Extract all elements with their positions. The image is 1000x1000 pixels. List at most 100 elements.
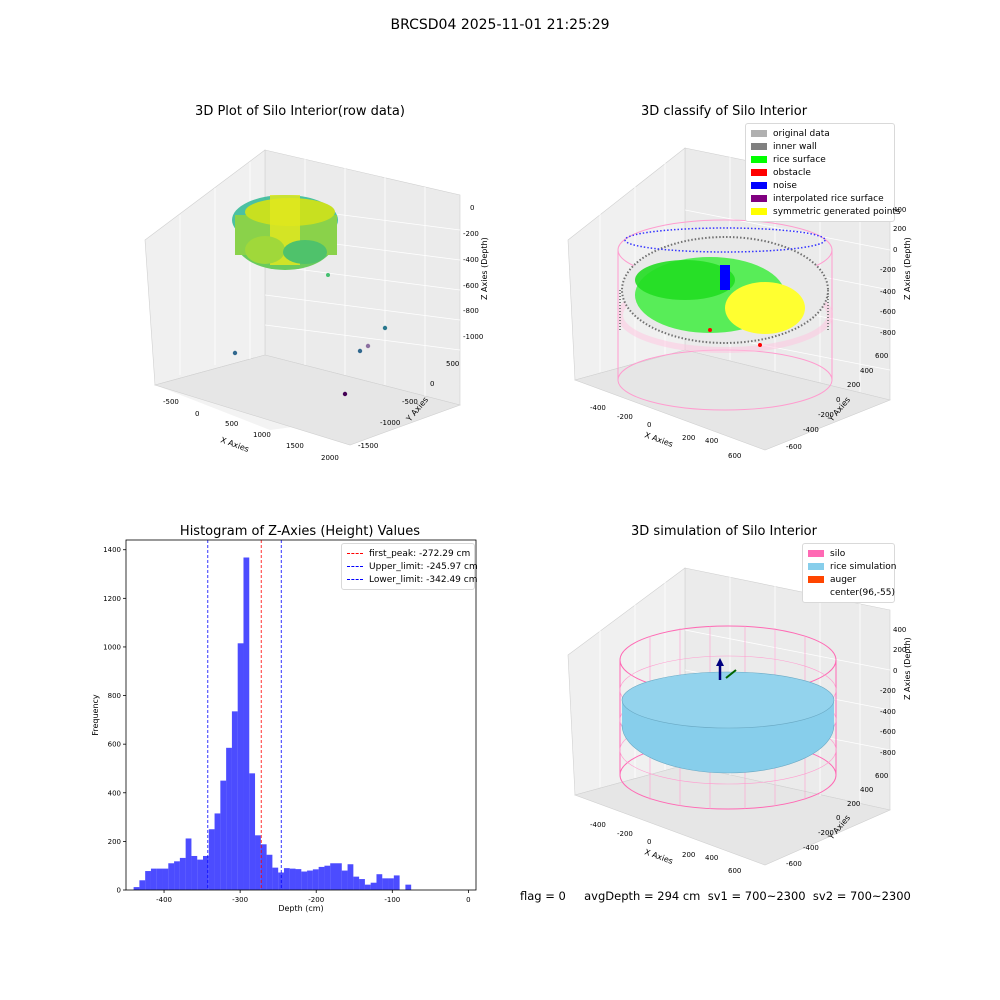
histogram-bar bbox=[289, 868, 296, 890]
legend-entry: Lower_limit: -342.49 cm bbox=[347, 573, 477, 586]
legend-label: interpolated rice surface bbox=[773, 193, 884, 204]
raw-xtick: 1000 bbox=[253, 431, 271, 439]
raw-xtick: 500 bbox=[225, 420, 238, 428]
histogram-legend: first_peak: -272.29 cm Upper_limit: -245… bbox=[341, 543, 478, 590]
classify-x-label: X Axies bbox=[643, 430, 674, 449]
histogram-y-ticks: 0 200 400 600 800 1000 1200 1400 bbox=[103, 546, 126, 895]
status-line: flag = 0 avgDepth = 294 cm sv1 = 700~230… bbox=[520, 889, 911, 903]
swatch-icon bbox=[751, 143, 767, 150]
histogram-bar bbox=[347, 864, 354, 890]
dashed-line-icon bbox=[347, 579, 363, 580]
classify-xtick: 0 bbox=[647, 421, 651, 429]
classify-ytick: 600 bbox=[875, 352, 888, 360]
histogram-bar bbox=[162, 868, 169, 890]
raw-plot-title: 3D Plot of Silo Interior(row data) bbox=[195, 104, 405, 119]
histogram-bar bbox=[231, 711, 238, 890]
histogram-bar bbox=[382, 878, 389, 890]
legend-label: auger bbox=[830, 574, 857, 585]
swatch-icon bbox=[751, 195, 767, 202]
histogram-ytick-label: 800 bbox=[108, 692, 121, 700]
legend-label: original data bbox=[773, 128, 830, 139]
histogram-bar bbox=[388, 878, 394, 890]
histogram-chart: -400 -300 -200 -100 0 0 200 400 600 800 1000 1200 1… bbox=[91, 539, 477, 913]
histogram-ytick-label: 1000 bbox=[103, 643, 121, 651]
legend-label: noise bbox=[773, 180, 797, 191]
histogram-xtick-label: 0 bbox=[466, 896, 470, 904]
histogram-bar bbox=[272, 867, 279, 890]
raw-x-label: X Axies bbox=[219, 435, 250, 454]
simulation-ztick: -400 bbox=[880, 708, 896, 716]
swatch-icon bbox=[808, 550, 824, 557]
histogram-bar bbox=[405, 884, 412, 890]
simulation-xtick: 600 bbox=[728, 867, 741, 875]
legend-label: center(96,-55) bbox=[830, 587, 895, 598]
raw-ztick: -400 bbox=[463, 256, 479, 264]
swatch-icon bbox=[751, 130, 767, 137]
simulation-x-ticks: -400 -200 0 200 400 600 bbox=[590, 821, 741, 875]
classify-z-ticks: 400 200 0 -200 -400 -600 -800 bbox=[880, 206, 906, 337]
histogram-bar bbox=[260, 844, 267, 890]
simulation-ztick: 0 bbox=[893, 667, 897, 675]
legend-label: silo bbox=[830, 548, 846, 559]
histogram-bar bbox=[255, 835, 261, 890]
simulation-ytick: -400 bbox=[803, 844, 819, 852]
legend-entry: auger bbox=[808, 573, 889, 586]
histogram-bar bbox=[226, 747, 232, 890]
classify-ytick: 0 bbox=[836, 396, 840, 404]
classify-xtick: 200 bbox=[682, 434, 695, 442]
histogram-bar bbox=[237, 643, 244, 890]
histogram-ytick-label: 1200 bbox=[103, 595, 121, 603]
legend-label: first_peak: -272.29 cm bbox=[369, 548, 471, 559]
histogram-bar bbox=[191, 855, 198, 890]
simulation-xtick: -400 bbox=[590, 821, 606, 829]
swatch-icon bbox=[751, 156, 767, 163]
histogram-ytick-label: 400 bbox=[108, 789, 121, 797]
legend-entry: obstacle bbox=[751, 166, 889, 179]
histogram-bar bbox=[243, 557, 250, 890]
histogram-bar bbox=[318, 866, 325, 890]
histogram-ytick-label: 1400 bbox=[103, 546, 121, 554]
raw-y-ticks: 500 0 -500 -1000 -1500 bbox=[358, 360, 459, 450]
legend-entry: symmetric generated points bbox=[751, 205, 901, 218]
simulation-rice-surface bbox=[621, 671, 835, 774]
histogram-bar bbox=[174, 861, 180, 890]
classify-ztick: -400 bbox=[880, 288, 896, 296]
histogram-bar bbox=[185, 838, 192, 890]
classify-ytick: -200 bbox=[818, 411, 834, 419]
simulation-x-label: X Axies bbox=[643, 847, 674, 866]
classify-plot-title: 3D classify of Silo Interior bbox=[640, 104, 808, 119]
histogram-bar bbox=[249, 773, 256, 890]
histogram-xtick-label: -300 bbox=[232, 896, 248, 904]
simulation-ztick: 200 bbox=[893, 646, 906, 654]
histogram-ytick-label: 200 bbox=[108, 838, 121, 846]
raw-xtick: 0 bbox=[195, 410, 199, 418]
histogram-bar bbox=[179, 857, 186, 890]
raw-xtick: 2000 bbox=[321, 454, 339, 462]
raw-ztick: -800 bbox=[463, 307, 479, 315]
histogram-bar bbox=[312, 869, 319, 890]
classify-xtick: -400 bbox=[590, 404, 606, 412]
classify-z-label: Z Axies (Depth) bbox=[903, 237, 912, 300]
histogram-x-label: Depth (cm) bbox=[278, 904, 323, 913]
classify-ztick: -200 bbox=[880, 266, 896, 274]
histogram-bar bbox=[133, 887, 140, 890]
simulation-3d-plot: -400 -200 0 200 400 600 X Axies 600 400 … bbox=[567, 567, 912, 875]
histogram-bar bbox=[324, 865, 331, 890]
histogram-bar bbox=[307, 870, 313, 890]
swatch-icon bbox=[808, 589, 824, 596]
histogram-bar bbox=[220, 780, 227, 890]
histogram-bar bbox=[168, 863, 175, 890]
dashed-line-icon bbox=[347, 553, 363, 554]
histogram-x-ticks: -400 -300 -200 -100 0 bbox=[156, 890, 471, 904]
simulation-ytick: 400 bbox=[860, 786, 873, 794]
raw-z-ticks: 0 -200 -400 -600 -800 -1000 bbox=[463, 204, 483, 341]
histogram-frame bbox=[125, 539, 477, 891]
histogram-bar bbox=[376, 874, 383, 890]
swatch-icon bbox=[808, 563, 824, 570]
legend-entry: center(96,-55) bbox=[808, 586, 895, 599]
classify-legend: original data inner wall rice surface ob… bbox=[745, 123, 901, 222]
classify-xtick: -200 bbox=[617, 413, 633, 421]
histogram-bar bbox=[364, 884, 371, 890]
classify-xtick: 600 bbox=[728, 452, 741, 460]
histogram-ytick-label: 600 bbox=[108, 741, 121, 749]
